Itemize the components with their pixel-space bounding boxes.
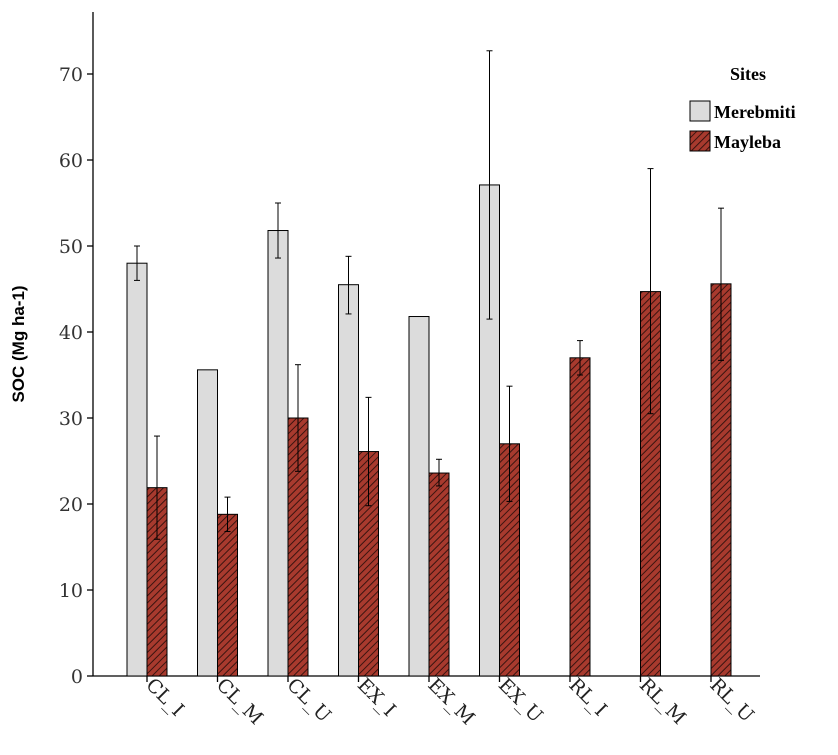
x-ticks: CL_I CL_M CL_U EX_I EX_M EX_U RL_I RL_M RL_U [141, 674, 758, 729]
y-ticks: 0 10 20 30 40 50 60 70 [59, 64, 93, 688]
bar-mayleba-ex-m [428, 472, 450, 677]
y-tick-label: 0 [71, 666, 83, 688]
legend: Sites Merebmiti Mayleba [689, 64, 796, 152]
error-bars [134, 50, 724, 540]
y-tick-label: 30 [59, 408, 83, 430]
bar-merebmiti-cl-i [126, 262, 148, 677]
y-tick-label: 20 [59, 494, 83, 516]
bar-merebmiti-cl-u [267, 230, 289, 677]
x-tick-label: CL_U [282, 674, 335, 727]
error-bar-mayleba-cl-m [224, 496, 231, 533]
x-tick-label: CL_M [212, 674, 267, 729]
y-axis-label: SOC (Mg ha-1) [9, 285, 28, 402]
error-bar-merebmiti-ex-i [345, 255, 352, 315]
y-tick-label: 40 [59, 322, 83, 344]
error-bar-mayleba-cl-u [295, 364, 301, 472]
x-tick-label: EX_U [494, 674, 547, 727]
x-tick-label: EX_M [423, 674, 478, 729]
x-tick-label: EX_I [353, 674, 400, 721]
error-bar-merebmiti-cl-i [134, 245, 140, 281]
error-bar-merebmiti-ex-u [486, 50, 493, 320]
y-tick-label: 60 [59, 150, 83, 172]
bars [126, 184, 732, 677]
x-tick-label: CL_I [141, 674, 188, 721]
error-bar-mayleba-rl-i [577, 340, 583, 376]
bar-mayleba-rl-i [569, 357, 591, 677]
error-bar-mayleba-cl-i [154, 435, 160, 540]
legend-title: Sites [730, 64, 766, 84]
error-bar-mayleba-rl-m [647, 168, 654, 415]
error-bar-mayleba-rl-u [718, 207, 724, 361]
y-tick-label: 10 [59, 580, 83, 602]
legend-label-mayleba: Mayleba [714, 132, 781, 152]
x-tick-label: RL_U [705, 674, 758, 727]
legend-label-merebmiti: Merebmiti [714, 102, 796, 122]
y-tick-label: 50 [59, 236, 83, 258]
error-bar-merebmiti-cl-u [275, 202, 281, 259]
error-bar-mayleba-ex-m [436, 458, 442, 487]
bar-mayleba-cl-m [217, 513, 238, 677]
legend-swatch-merebmiti [689, 100, 711, 122]
error-bar-mayleba-ex-i [365, 396, 372, 507]
legend-swatch-mayleba [689, 130, 711, 152]
bar-merebmiti-ex-i [338, 284, 359, 677]
bar-merebmiti-cl-m [197, 369, 218, 677]
x-tick-label: RL_I [564, 674, 611, 721]
error-bar-mayleba-ex-u [506, 385, 513, 502]
bar-merebmiti-ex-m [408, 316, 430, 677]
y-tick-label: 70 [59, 64, 83, 86]
x-tick-label: RL_M [635, 674, 690, 729]
